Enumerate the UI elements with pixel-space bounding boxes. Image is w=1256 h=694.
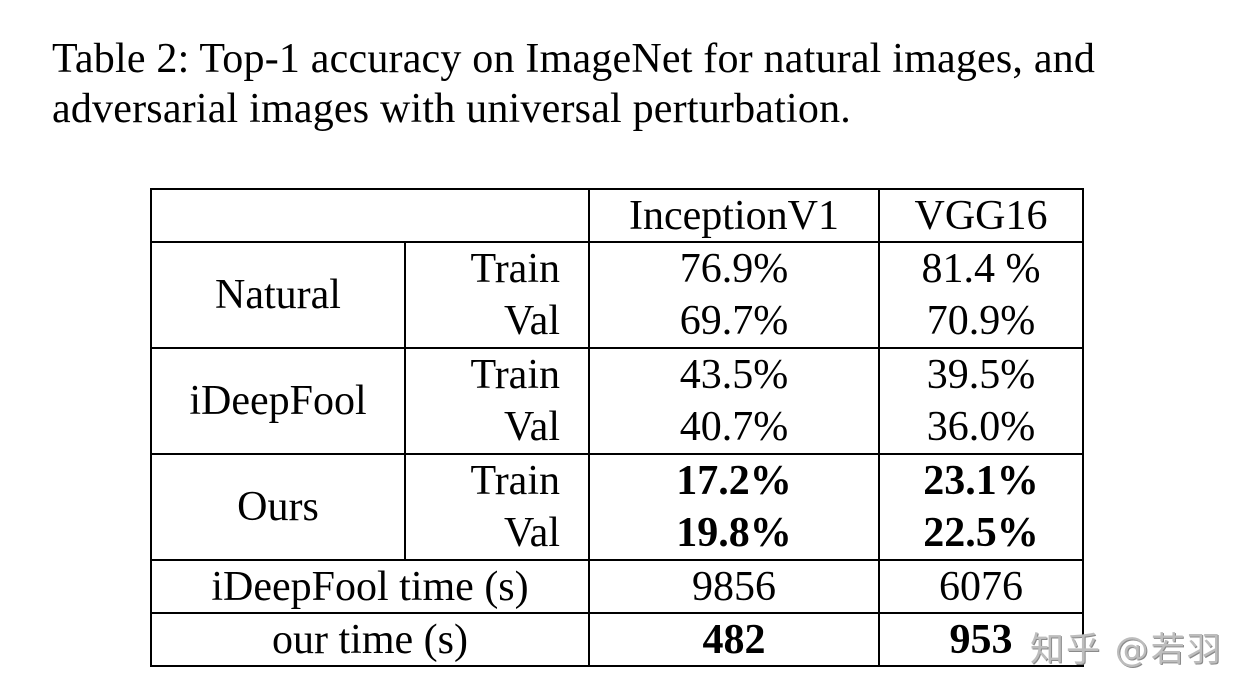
inceptionv1-cell: 17.2% 19.8% (588, 453, 880, 561)
split-train: Train (470, 352, 560, 398)
vgg16-cell: 23.1% 22.5% (878, 453, 1084, 561)
split-val: Val (504, 298, 560, 344)
header-vgg16: VGG16 (878, 188, 1084, 243)
split-val: Val (504, 510, 560, 556)
group-row-natural: Natural Train Val 76.9% 69.7% 81.4 % 70.… (150, 241, 1084, 349)
split-val: Val (504, 404, 560, 450)
value: 39.5% (926, 352, 1036, 398)
split-cell: Train Val (404, 241, 590, 349)
group-label: iDeepFool (150, 347, 406, 455)
time-inceptionv1: 9856 (588, 559, 880, 614)
header-row: InceptionV1 VGG16 (150, 188, 1084, 243)
header-empty-cell (150, 188, 590, 243)
group-label: Natural (150, 241, 406, 349)
value: 81.4 % (921, 246, 1041, 292)
value: 36.0% (926, 404, 1036, 450)
value: 69.7% (679, 298, 789, 344)
header-inceptionv1: InceptionV1 (588, 188, 880, 243)
table-caption: Table 2: Top-1 accuracy on ImageNet for … (52, 36, 1096, 132)
time-inceptionv1: 482 (588, 612, 880, 667)
split-cell: Train Val (404, 347, 590, 455)
split-train: Train (470, 458, 560, 504)
results-table: InceptionV1 VGG16 Natural Train Val 76.9… (150, 188, 1084, 667)
split-train: Train (470, 246, 560, 292)
value: 40.7% (679, 404, 789, 450)
group-label: Ours (150, 453, 406, 561)
value: 76.9% (679, 246, 789, 292)
zhihu-watermark: 知乎 @若羽 (1030, 630, 1223, 670)
value-bold: 22.5% (923, 510, 1039, 556)
group-row-ideepfool: iDeepFool Train Val 43.5% 40.7% 39.5% 36… (150, 347, 1084, 455)
split-cell: Train Val (404, 453, 590, 561)
value: 70.9% (926, 298, 1036, 344)
vgg16-cell: 39.5% 36.0% (878, 347, 1084, 455)
time-vgg16: 6076 (878, 559, 1084, 614)
vgg16-cell: 81.4 % 70.9% (878, 241, 1084, 349)
inceptionv1-cell: 43.5% 40.7% (588, 347, 880, 455)
time-row-ours: our time (s) 482 953 (150, 612, 1084, 667)
group-row-ours: Ours Train Val 17.2% 19.8% 23.1% 22.5% (150, 453, 1084, 561)
time-row-ideepfool: iDeepFool time (s) 9856 6076 (150, 559, 1084, 614)
value-bold: 23.1% (923, 458, 1039, 504)
value: 43.5% (679, 352, 789, 398)
time-label: our time (s) (150, 612, 590, 667)
value-bold: 19.8% (676, 510, 792, 556)
time-label: iDeepFool time (s) (150, 559, 590, 614)
value-bold: 17.2% (676, 458, 792, 504)
time-vgg16: 953 (878, 612, 1084, 667)
inceptionv1-cell: 76.9% 69.7% (588, 241, 880, 349)
